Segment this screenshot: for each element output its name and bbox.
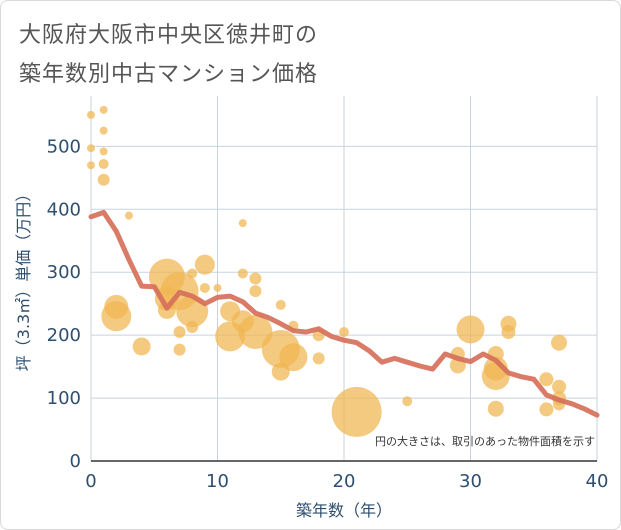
data-bubble bbox=[487, 400, 504, 417]
data-bubble bbox=[331, 386, 382, 437]
data-bubble bbox=[199, 282, 210, 293]
data-bubble bbox=[249, 285, 262, 298]
data-bubble bbox=[481, 362, 510, 391]
data-bubble bbox=[132, 337, 151, 356]
y-tick-label: 200 bbox=[47, 325, 81, 346]
data-bubble bbox=[237, 268, 248, 279]
data-bubble bbox=[87, 110, 95, 119]
data-bubble bbox=[186, 320, 199, 333]
data-bubble bbox=[339, 326, 349, 337]
bubble-group bbox=[87, 105, 568, 437]
data-bubble bbox=[173, 343, 186, 356]
data-bubble bbox=[99, 105, 108, 114]
data-bubble bbox=[249, 272, 262, 285]
chart-title-line-2: 築年数別中古マンション価格 bbox=[19, 62, 319, 87]
x-tick-label: 30 bbox=[459, 471, 482, 492]
y-tick-label: 0 bbox=[70, 451, 81, 472]
data-bubble bbox=[87, 144, 95, 153]
data-bubble bbox=[99, 147, 108, 156]
data-bubble bbox=[275, 299, 286, 310]
chart-title-line-1: 大阪府大阪市中央区徳井町の bbox=[19, 23, 319, 48]
data-bubble bbox=[194, 254, 215, 275]
data-bubble bbox=[551, 334, 568, 351]
data-bubble bbox=[98, 158, 109, 169]
data-bubble bbox=[87, 161, 95, 170]
bubble-size-note: 円の大きさは、取引のあった物件面積を示す bbox=[375, 434, 595, 448]
y-axis-title: 坪（3.3㎡）単価（万円） bbox=[14, 186, 33, 371]
data-bubble bbox=[539, 372, 554, 387]
x-tick-label: 10 bbox=[206, 471, 229, 492]
y-tick-label: 300 bbox=[47, 262, 81, 283]
data-bubble bbox=[402, 396, 413, 407]
data-bubble bbox=[187, 268, 198, 279]
x-axis-title: 築年数（年） bbox=[296, 501, 392, 520]
trend-line bbox=[88, 209, 600, 418]
data-bubble bbox=[279, 343, 308, 372]
y-tick-label: 100 bbox=[47, 388, 81, 409]
data-bubble bbox=[97, 173, 110, 186]
y-tick-label: 400 bbox=[47, 199, 81, 220]
x-tick-label: 40 bbox=[586, 471, 609, 492]
data-bubble bbox=[101, 301, 132, 332]
x-tick-label: 0 bbox=[85, 471, 96, 492]
data-bubble bbox=[312, 352, 325, 365]
data-bubble bbox=[539, 402, 554, 417]
data-bubble bbox=[173, 325, 186, 338]
data-bubble bbox=[501, 324, 516, 339]
data-bubble bbox=[238, 219, 247, 228]
data-bubble bbox=[99, 126, 108, 135]
data-bubble bbox=[124, 211, 133, 220]
y-tick-label: 500 bbox=[47, 136, 81, 157]
data-bubble bbox=[552, 379, 567, 394]
x-tick-label: 20 bbox=[333, 471, 356, 492]
data-bubble bbox=[213, 283, 222, 292]
data-bubble bbox=[456, 315, 485, 344]
